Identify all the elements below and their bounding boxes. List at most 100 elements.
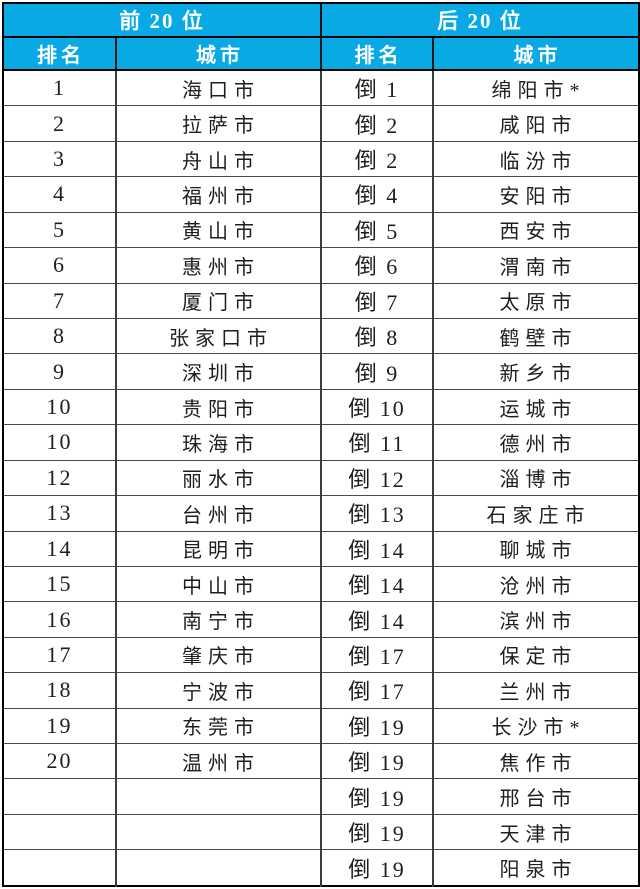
left-rank-cell: 6 [3,247,116,284]
right-city-cell: 西安市 [432,211,639,249]
left-rank-cell: 12 [3,459,116,497]
table-row: 2 拉萨市倒 2 咸阳市 [3,105,639,142]
right-rank-cell: 倒 14 [320,601,433,638]
right-rank-cell: 倒 13 [320,495,433,532]
table-row: 10 珠海市倒 11 德州市 [3,424,639,461]
left-city-cell: 温州市 [115,743,321,780]
right-city-cell: 太原市 [432,282,639,319]
left-rank-cell: 15 [3,565,116,603]
column-header-row: 排名 城市 排名 城市 [3,37,639,71]
left-city-cell: 肇庆市 [115,636,321,674]
right-city-cell: 绵阳市* [432,69,639,107]
left-rank-cell: 10 [3,388,116,426]
left-city-cell: 厦门市 [115,282,321,319]
left-rank-cell: 16 [3,601,116,638]
right-rank-cell: 倒 1 [320,69,433,107]
right-city-cell: 鹤壁市 [432,317,639,355]
col-header-left-city: 城市 [115,37,321,71]
col-header-left-rank: 排名 [3,37,116,71]
left-city-cell: 中山市 [115,565,321,603]
left-city-cell: 拉萨市 [115,105,321,142]
right-city-cell: 石家庄市 [432,495,639,532]
left-rank-cell: 20 [3,743,116,780]
table-row: 1 海口市倒 1 绵阳市* [3,69,639,107]
table-row: 倒 19 邢台市 [3,778,639,815]
table-row: 5 黄山市倒 5 西安市 [3,211,639,249]
right-city-cell: 德州市 [432,424,639,461]
table-row: 4 福州市倒 4 安阳市 [3,176,639,213]
right-city-cell: 滨州市 [432,601,639,638]
left-city-cell: 贵阳市 [115,388,321,426]
right-rank-cell: 倒 5 [320,211,433,249]
left-rank-cell: 2 [3,105,116,142]
table-row: 14 昆明市倒 14 聊城市 [3,530,639,567]
table-body: 1 海口市倒 1 绵阳市* 2 拉萨市倒 2 咸阳市 3 舟山市倒 2 临汾市 4 福州市倒 4 安阳… [3,69,639,887]
table-row: 6 惠州市倒 6 渭南市 [3,247,639,284]
right-city-cell: 天津市 [432,813,639,851]
col-header-right-city: 城市 [432,37,639,71]
right-city-cell: 临汾市 [432,140,639,178]
right-rank-cell: 倒 2 [320,140,433,178]
right-city-cell: 运城市 [432,388,639,426]
left-city-cell: 舟山市 [115,140,321,178]
table-row: 10 贵阳市倒 10 运城市 [3,388,639,426]
right-rank-cell: 倒 9 [320,353,433,390]
right-city-cell: 咸阳市 [432,105,639,142]
right-rank-cell: 倒 10 [320,388,433,426]
left-city-cell: 南宁市 [115,601,321,638]
table-row: 倒 19 天津市 [3,813,639,851]
right-rank-cell: 倒 11 [320,424,433,461]
right-city-cell: 聊城市 [432,530,639,567]
right-city-cell: 焦作市 [432,743,639,780]
right-city-cell: 邢台市 [432,778,639,815]
right-city-cell: 新乡市 [432,353,639,390]
table-row: 15 中山市倒 14 沧州市 [3,565,639,603]
left-rank-cell: 13 [3,495,116,532]
right-rank-cell: 倒 6 [320,247,433,284]
right-rank-cell: 倒 12 [320,459,433,497]
left-city-cell: 张家口市 [115,317,321,355]
group-header-row: 前 20 位 后 20 位 [3,3,639,38]
table-row: 9 深圳市倒 9 新乡市 [3,353,639,390]
left-city-cell: 惠州市 [115,247,321,284]
left-city-cell: 东莞市 [115,707,321,745]
table-row: 8 张家口市倒 8 鹤壁市 [3,317,639,355]
right-rank-cell: 倒 19 [320,849,433,887]
left-city-cell: 黄山市 [115,211,321,249]
left-rank-cell: 1 [3,69,116,107]
left-city-cell [115,778,321,815]
right-city-cell: 安阳市 [432,176,639,213]
right-city-cell: 渭南市 [432,247,639,284]
left-rank-cell: 10 [3,424,116,461]
left-city-cell: 福州市 [115,176,321,213]
table-row: 倒 19 阳泉市 [3,849,639,887]
table-row: 17 肇庆市倒 17 保定市 [3,636,639,674]
group-header-bottom20: 后 20 位 [320,3,639,38]
right-rank-cell: 倒 14 [320,530,433,567]
right-rank-cell: 倒 19 [320,813,433,851]
right-rank-cell: 倒 19 [320,707,433,745]
left-city-cell: 台州市 [115,495,321,532]
left-rank-cell: 8 [3,317,116,355]
left-rank-cell: 4 [3,176,116,213]
right-rank-cell: 倒 8 [320,317,433,355]
left-city-cell [115,813,321,851]
left-city-cell: 宁波市 [115,672,321,709]
left-rank-cell: 9 [3,353,116,390]
right-city-cell: 长沙市* [432,707,639,745]
left-rank-cell [3,778,116,815]
left-rank-cell: 18 [3,672,116,709]
right-city-cell: 兰州市 [432,672,639,709]
table-row: 7 厦门市倒 7 太原市 [3,282,639,319]
right-rank-cell: 倒 17 [320,636,433,674]
left-rank-cell: 19 [3,707,116,745]
table-row: 18 宁波市倒 17 兰州市 [3,672,639,709]
left-city-cell: 丽水市 [115,459,321,497]
right-rank-cell: 倒 17 [320,672,433,709]
table-row: 13 台州市倒 13 石家庄市 [3,495,639,532]
table-row: 3 舟山市倒 2 临汾市 [3,140,639,178]
col-header-right-rank: 排名 [320,37,433,71]
right-rank-cell: 倒 2 [320,105,433,142]
